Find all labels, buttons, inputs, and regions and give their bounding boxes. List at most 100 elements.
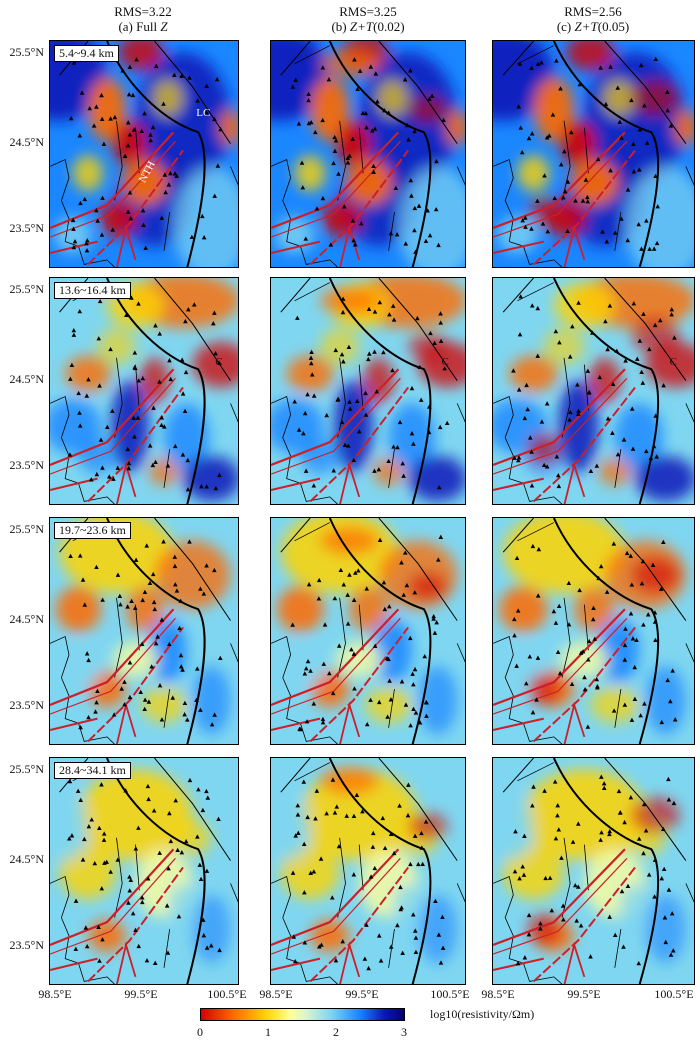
station-marker	[305, 392, 310, 397]
station-marker	[530, 803, 535, 808]
station-marker	[115, 465, 121, 470]
station-marker	[159, 617, 165, 622]
fault-line	[583, 364, 589, 411]
station-marker	[126, 465, 132, 471]
station-marker	[351, 813, 357, 818]
station-marker	[662, 915, 668, 920]
station-marker	[395, 922, 400, 928]
station-marker	[661, 866, 667, 872]
station-marker	[395, 444, 400, 450]
station-marker	[332, 810, 338, 815]
station-marker	[572, 882, 578, 888]
station-marker	[199, 484, 204, 489]
station-marker	[140, 208, 146, 213]
station-marker	[433, 206, 439, 212]
station-marker	[86, 824, 92, 829]
red-fault	[309, 626, 409, 743]
red-fault	[50, 717, 98, 732]
station-marker	[142, 111, 147, 116]
station-marker	[78, 200, 83, 206]
station-marker	[128, 877, 134, 883]
station-marker	[101, 141, 107, 146]
station-marker	[108, 346, 113, 352]
station-marker	[142, 589, 148, 595]
main-fault	[106, 758, 206, 984]
station-marker	[377, 299, 383, 305]
red-fault	[50, 608, 175, 706]
fault-line	[114, 357, 123, 438]
station-marker	[136, 825, 141, 830]
station-marker	[665, 108, 670, 113]
station-marker	[176, 914, 182, 919]
station-marker	[131, 415, 137, 420]
station-marker	[157, 683, 163, 688]
resistivity-anomaly-4	[363, 357, 395, 404]
fault-line	[154, 518, 231, 621]
station-marker	[552, 779, 558, 784]
station-marker	[529, 483, 535, 488]
station-marker	[619, 888, 625, 894]
station-marker	[512, 455, 517, 460]
station-marker	[436, 484, 442, 490]
station-marker	[153, 63, 159, 69]
station-marker	[372, 309, 378, 314]
station-marker	[523, 215, 528, 220]
station-marker	[417, 364, 423, 369]
red-fault	[116, 461, 137, 504]
station-marker	[69, 833, 75, 838]
station-marker	[96, 924, 101, 930]
station-marker	[401, 473, 406, 478]
station-marker	[382, 108, 387, 113]
red-fault	[493, 240, 544, 255]
station-marker	[296, 427, 302, 432]
station-marker	[636, 222, 641, 227]
station-marker	[351, 457, 357, 463]
station-marker	[615, 85, 621, 90]
station-marker	[191, 302, 197, 307]
station-marker	[653, 413, 658, 418]
station-marker	[632, 664, 637, 670]
resistivity-map	[271, 518, 465, 744]
station-marker	[650, 562, 656, 567]
resistivity-anomaly-13	[408, 332, 448, 361]
station-marker	[554, 58, 559, 63]
station-marker	[68, 553, 73, 559]
red-fault	[532, 386, 636, 503]
resistivity-anomaly-13	[320, 50, 379, 78]
station-marker	[598, 837, 603, 842]
resistivity-anomaly-11	[543, 328, 585, 365]
station-marker	[403, 241, 409, 246]
station-marker	[290, 84, 296, 89]
station-marker	[434, 158, 439, 164]
station-marker	[172, 554, 178, 559]
station-marker	[82, 836, 87, 842]
station-marker	[362, 956, 368, 961]
station-marker	[645, 612, 651, 617]
station-marker	[150, 571, 156, 577]
station-marker	[99, 782, 104, 787]
station-marker	[152, 606, 158, 612]
station-marker	[100, 465, 105, 470]
fault-line	[561, 120, 571, 201]
station-marker	[308, 870, 314, 875]
red-fault	[532, 866, 636, 983]
station-marker	[376, 467, 382, 472]
red-fault	[50, 377, 176, 475]
station-marker	[332, 148, 338, 153]
fault-line	[337, 120, 346, 201]
station-marker	[403, 702, 409, 707]
station-marker	[385, 714, 390, 719]
x-tick-label: 99.5°E	[567, 987, 601, 1001]
station-marker	[426, 429, 432, 435]
station-marker	[419, 830, 424, 836]
red-fault	[271, 140, 401, 238]
station-marker	[531, 784, 536, 789]
station-marker	[515, 457, 521, 463]
red-fault	[50, 957, 98, 972]
station-marker	[427, 96, 432, 101]
station-marker	[408, 723, 413, 728]
station-marker	[657, 317, 663, 323]
station-marker	[666, 797, 672, 802]
station-marker	[372, 865, 378, 871]
station-marker	[213, 351, 218, 356]
